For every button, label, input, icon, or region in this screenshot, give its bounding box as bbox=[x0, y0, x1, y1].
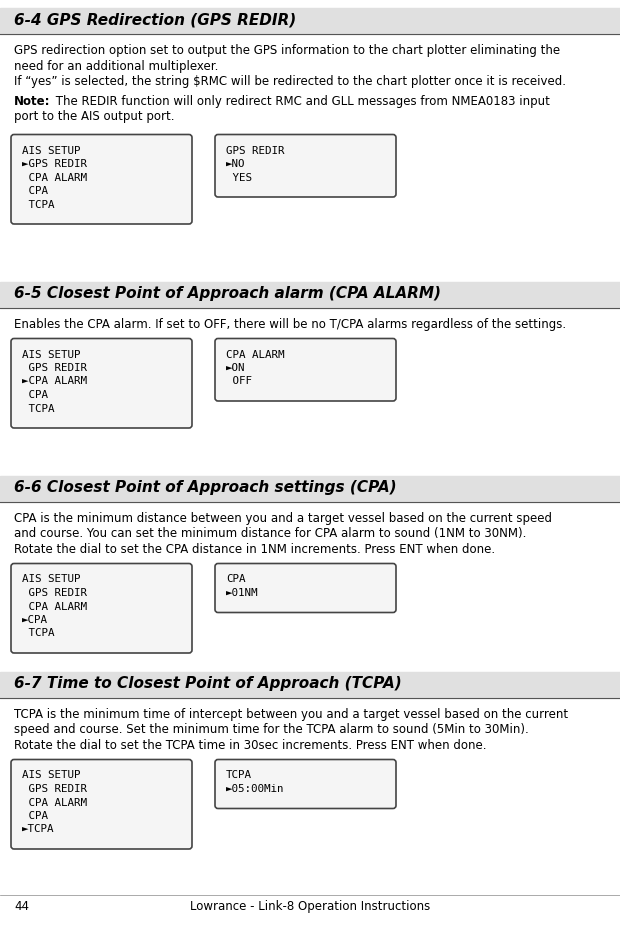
Text: 6-5 Closest Point of Approach alarm (CPA ALARM): 6-5 Closest Point of Approach alarm (CPA… bbox=[14, 286, 441, 301]
Text: ►CPA: ►CPA bbox=[22, 615, 48, 625]
Text: 6-6 Closest Point of Approach settings (CPA): 6-6 Closest Point of Approach settings (… bbox=[14, 480, 397, 495]
Bar bbox=[0, 8, 620, 34]
Text: ►01NM: ►01NM bbox=[226, 588, 259, 598]
Text: ►TCPA: ►TCPA bbox=[22, 824, 55, 834]
Text: The REDIR function will only redirect RMC and GLL messages from NMEA0183 input: The REDIR function will only redirect RM… bbox=[52, 95, 550, 108]
Text: GPS redirection option set to output the GPS information to the chart plotter el: GPS redirection option set to output the… bbox=[14, 44, 560, 57]
FancyBboxPatch shape bbox=[215, 134, 396, 197]
Text: CPA ALARM: CPA ALARM bbox=[22, 797, 87, 807]
Text: AIS SETUP: AIS SETUP bbox=[22, 146, 81, 156]
Text: Note:: Note: bbox=[14, 95, 50, 108]
FancyBboxPatch shape bbox=[215, 759, 396, 808]
Text: TCPA: TCPA bbox=[226, 770, 252, 781]
Text: need for an additional multiplexer.: need for an additional multiplexer. bbox=[14, 59, 218, 72]
FancyBboxPatch shape bbox=[11, 338, 192, 428]
Text: GPS REDIR: GPS REDIR bbox=[22, 588, 87, 598]
Text: CPA ALARM: CPA ALARM bbox=[226, 349, 285, 360]
Bar bbox=[0, 282, 620, 308]
Text: GPS REDIR: GPS REDIR bbox=[22, 363, 87, 373]
Text: YES: YES bbox=[226, 172, 252, 183]
FancyBboxPatch shape bbox=[215, 564, 396, 613]
Text: GPS REDIR: GPS REDIR bbox=[226, 146, 285, 156]
Text: ►05:00Min: ►05:00Min bbox=[226, 784, 285, 794]
Text: Rotate the dial to set the CPA distance in 1NM increments. Press ENT when done.: Rotate the dial to set the CPA distance … bbox=[14, 543, 495, 556]
Text: AIS SETUP: AIS SETUP bbox=[22, 575, 81, 585]
Text: TCPA: TCPA bbox=[22, 199, 55, 210]
Text: OFF: OFF bbox=[226, 376, 252, 387]
Text: ►CPA ALARM: ►CPA ALARM bbox=[22, 376, 87, 387]
Text: 6-4 GPS Redirection (GPS REDIR): 6-4 GPS Redirection (GPS REDIR) bbox=[14, 12, 296, 27]
Text: CPA ALARM: CPA ALARM bbox=[22, 172, 87, 183]
FancyBboxPatch shape bbox=[11, 759, 192, 849]
Text: CPA: CPA bbox=[22, 811, 48, 821]
FancyBboxPatch shape bbox=[215, 338, 396, 401]
Text: CPA: CPA bbox=[22, 390, 48, 400]
Text: Enables the CPA alarm. If set to OFF, there will be no T/CPA alarms regardless o: Enables the CPA alarm. If set to OFF, th… bbox=[14, 318, 566, 331]
Bar bbox=[0, 476, 620, 502]
Text: AIS SETUP: AIS SETUP bbox=[22, 349, 81, 360]
Text: ►NO: ►NO bbox=[226, 159, 246, 169]
Text: TCPA is the minimum time of intercept between you and a target vessel based on t: TCPA is the minimum time of intercept be… bbox=[14, 708, 568, 721]
Text: and course. You can set the minimum distance for CPA alarm to sound (1NM to 30NM: and course. You can set the minimum dist… bbox=[14, 527, 526, 540]
Text: CPA: CPA bbox=[22, 186, 48, 196]
Text: GPS REDIR: GPS REDIR bbox=[22, 784, 87, 794]
FancyBboxPatch shape bbox=[11, 564, 192, 653]
Text: 6-7 Time to Closest Point of Approach (TCPA): 6-7 Time to Closest Point of Approach (T… bbox=[14, 676, 402, 691]
Text: TCPA: TCPA bbox=[22, 403, 55, 413]
Text: Lowrance - Link-8 Operation Instructions: Lowrance - Link-8 Operation Instructions bbox=[190, 900, 430, 913]
Text: CPA ALARM: CPA ALARM bbox=[22, 602, 87, 612]
Text: ►ON: ►ON bbox=[226, 363, 246, 373]
Text: Rotate the dial to set the TCPA time in 30sec increments. Press ENT when done.: Rotate the dial to set the TCPA time in … bbox=[14, 739, 487, 752]
Text: CPA: CPA bbox=[226, 575, 246, 585]
Text: TCPA: TCPA bbox=[22, 629, 55, 639]
Text: 44: 44 bbox=[14, 900, 29, 913]
Text: port to the AIS output port.: port to the AIS output port. bbox=[14, 110, 174, 123]
Bar bbox=[0, 672, 620, 698]
Text: If “yes” is selected, the string $RMC will be redirected to the chart plotter on: If “yes” is selected, the string $RMC wi… bbox=[14, 75, 566, 88]
Text: ►GPS REDIR: ►GPS REDIR bbox=[22, 159, 87, 169]
Text: speed and course. Set the minimum time for the TCPA alarm to sound (5Min to 30Mi: speed and course. Set the minimum time f… bbox=[14, 723, 529, 736]
FancyBboxPatch shape bbox=[11, 134, 192, 224]
Text: CPA is the minimum distance between you and a target vessel based on the current: CPA is the minimum distance between you … bbox=[14, 512, 552, 525]
Text: AIS SETUP: AIS SETUP bbox=[22, 770, 81, 781]
